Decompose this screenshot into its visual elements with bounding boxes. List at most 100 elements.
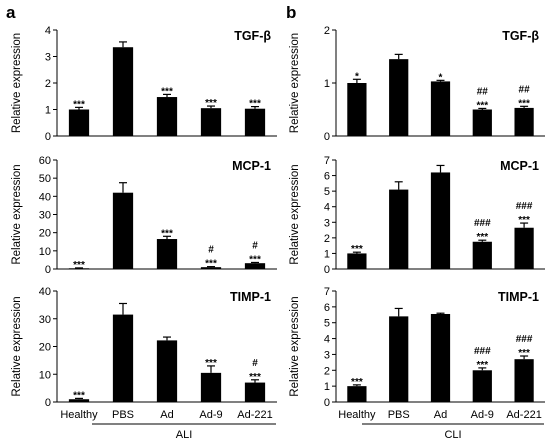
significance-label: #	[252, 358, 258, 369]
y-tick-label: 30	[39, 314, 51, 326]
y-tick-label: 7	[324, 155, 330, 167]
bar-ad	[156, 239, 178, 269]
significance-label: #	[208, 245, 214, 256]
y-tick-label: 3	[324, 217, 330, 229]
category-label-ad-9: Ad-9	[471, 409, 494, 421]
significance-label: ***	[249, 254, 261, 265]
y-tick-label: 10	[39, 369, 51, 381]
bar-ad	[430, 172, 451, 269]
significance-label: ###	[516, 334, 533, 345]
category-label-ad-9: Ad-9	[199, 409, 222, 421]
significance-label: ***	[518, 215, 530, 226]
y-tick-label: 6	[324, 171, 330, 183]
y-axis-label: Relative expression	[289, 33, 301, 133]
chart-a-tgf-: 0 1 2 3 4 Relative expression TGF-β *** *** *** **…	[11, 25, 277, 143]
y-tick-label: 3	[324, 349, 330, 361]
significance-label: ***	[518, 98, 530, 109]
y-tick-label: 1	[45, 105, 51, 117]
y-tick-label: 4	[324, 334, 330, 346]
category-label-ad: Ad	[160, 409, 173, 421]
significance-label: ###	[474, 218, 491, 229]
y-tick-label: 2	[324, 233, 330, 245]
y-tick-label: 10	[39, 246, 51, 258]
y-tick-label: 40	[39, 191, 51, 203]
group-label-cli: CLI	[444, 429, 461, 441]
category-labels-b: Healthy PBS Ad Ad-9 Ad-221	[338, 409, 542, 421]
bar-ad	[156, 97, 178, 136]
significance-label: ##	[519, 84, 531, 95]
chart-a-mcp-1: 0 10 20 30 40 50 60 Relative expression MCP-1 ***…	[11, 155, 277, 276]
y-tick-label: 7	[324, 286, 330, 298]
y-tick-label: 0	[45, 131, 51, 143]
y-tick-label: 0	[324, 397, 330, 409]
bar-healthy	[347, 253, 367, 269]
bar-ad-9	[200, 108, 222, 136]
significance-label: ***	[73, 260, 85, 271]
bar-pbs	[389, 189, 409, 269]
category-label-healthy: Healthy	[60, 409, 98, 421]
y-tick-label: 2	[324, 25, 330, 37]
y-tick-label: 5	[324, 186, 330, 198]
y-tick-label: 60	[39, 155, 51, 167]
category-label-pbs: PBS	[112, 409, 134, 421]
bar-pbs	[112, 47, 134, 136]
y-tick-label: 20	[39, 342, 51, 354]
bar-ad-9	[472, 370, 492, 402]
category-labels-a: Healthy PBS Ad Ad-9 Ad-221	[60, 409, 272, 421]
bar-pbs	[389, 59, 409, 136]
y-tick-label: 4	[324, 202, 330, 214]
bar-healthy	[68, 109, 90, 136]
significance-label: ***	[476, 360, 488, 371]
chart-title: TGF-β	[234, 29, 271, 43]
significance-label: ***	[161, 228, 173, 239]
significance-label: ***	[205, 98, 217, 109]
chart-b-mcp-1: 0 1 2 3 4 5 6 7 Relative expression MCP-1 *** *** ##…	[289, 155, 545, 276]
bar-ad	[156, 340, 178, 402]
y-tick-label: 50	[39, 173, 51, 185]
y-tick-label: 3	[45, 52, 51, 64]
significance-label: ***	[476, 100, 488, 111]
y-axis-label: Relative expression	[289, 164, 301, 264]
y-tick-label: 6	[324, 302, 330, 314]
bar-ad-9	[472, 241, 492, 269]
y-tick-label: 0	[324, 264, 330, 276]
bar-healthy	[347, 83, 367, 136]
significance-label: ***	[73, 99, 85, 110]
y-tick-label: 0	[45, 397, 51, 409]
y-tick-label: 20	[39, 228, 51, 240]
chart-title: TIMP-1	[230, 290, 271, 304]
bar-ad-9	[472, 109, 492, 136]
y-tick-label: 5	[324, 318, 330, 330]
significance-label: ***	[205, 358, 217, 369]
significance-label: ###	[516, 201, 533, 212]
y-axis-label: Relative expression	[289, 296, 301, 396]
significance-label: #	[252, 240, 258, 251]
y-tick-label: 0	[324, 131, 330, 143]
bar-ad-9	[200, 372, 222, 402]
bar-ad-221	[244, 263, 266, 269]
bar-healthy	[68, 268, 90, 269]
bar-healthy	[68, 399, 90, 402]
significance-label: ***	[249, 372, 261, 383]
category-label-ad-221: Ad-221	[237, 409, 272, 421]
y-tick-label: 2	[45, 78, 51, 90]
category-label-healthy: Healthy	[338, 409, 376, 421]
bar-ad-221	[514, 107, 534, 136]
bar-healthy	[347, 386, 367, 402]
category-label-ad: Ad	[434, 409, 447, 421]
category-label-ad-221: Ad-221	[506, 409, 541, 421]
bar-pbs	[112, 192, 134, 269]
y-tick-label: 1	[324, 381, 330, 393]
y-axis-label: Relative expression	[11, 33, 23, 133]
category-label-pbs: PBS	[388, 409, 410, 421]
y-tick-label: 30	[39, 210, 51, 222]
y-tick-label: 1	[324, 78, 330, 90]
significance-label: ***	[351, 244, 363, 255]
bar-pbs	[389, 316, 409, 402]
bar-ad-221	[244, 108, 266, 136]
plot-area: 0 1 2 3 4 Relative expression TGF-β *** *** *** **…	[11, 25, 545, 409]
significance-label: ***	[205, 259, 217, 270]
y-tick-label: 2	[324, 365, 330, 377]
